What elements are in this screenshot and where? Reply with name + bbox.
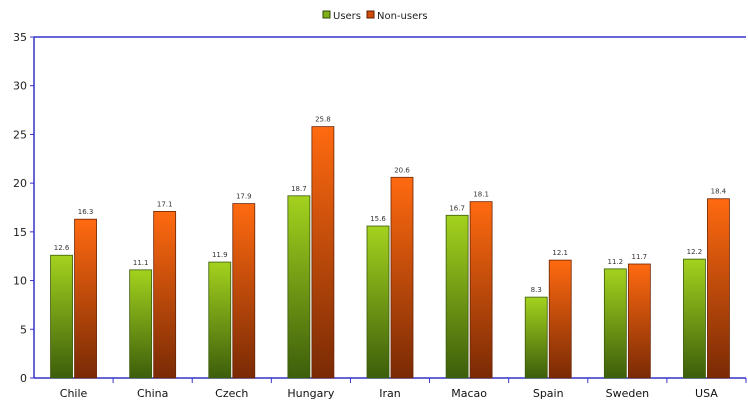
data-label: 16.3 [78,208,94,216]
axes: 0 5 10 15 20 25 30 35 Chile China Czech Hungary Iran… [13,31,747,400]
y-tick-label: 25 [13,128,27,141]
data-labels: 12.6 16.3 11.1 17.1 11.9 17.9 18.7 25.8 15.6 20.6… [54,116,727,294]
legend-label-non-users: Non-users [377,11,428,22]
legend-swatch-users [322,10,331,19]
bar-users [445,214,469,379]
bar-users [208,261,232,379]
bar-non-users [707,198,730,379]
x-tick-label: Iran [379,387,401,400]
data-label: 12.1 [552,249,568,257]
x-tick-label: Macao [451,387,487,400]
y-tick-label: 15 [13,226,27,239]
bar-non-users [627,263,651,379]
data-label: 11.2 [608,258,624,266]
bar-users [683,258,706,379]
data-label: 17.9 [236,193,252,201]
y-tick-label: 35 [13,31,27,44]
data-label: 12.6 [54,244,70,252]
bar-users [50,254,73,379]
data-label: 8.3 [531,286,542,294]
data-label: 20.6 [394,166,410,174]
x-tick-label: Czech [215,387,248,400]
y-tick-label: 5 [20,323,27,336]
bar-users [366,225,390,379]
data-label: 25.8 [315,116,331,124]
data-label: 17.1 [157,200,173,208]
x-tick-label: China [137,387,168,400]
legend-swatch-non-users [366,10,375,19]
data-label: 11.1 [133,259,149,267]
bar-non-users [74,218,97,379]
x-tick-label: Sweden [606,387,649,400]
data-label: 15.6 [370,215,386,223]
bar-non-users [548,259,572,379]
bar-non-users [232,203,256,379]
legend-label-users: Users [333,11,361,22]
data-label: 12.2 [687,248,703,256]
y-tick-label: 30 [13,80,27,93]
bar-non-users [311,126,335,379]
bar-non-users [153,210,177,379]
y-tick-label: 20 [13,177,27,190]
x-tick-label: USA [695,387,718,400]
x-tick-label: Chile [60,387,88,400]
legend: Users Non-users [322,10,428,22]
data-label: 18.4 [711,188,727,196]
bar-non-users [390,176,414,379]
bar-users [287,195,311,379]
x-tick-label: Hungary [287,387,334,400]
bar-non-users [469,201,493,379]
bar-users [603,268,627,379]
y-tick-label: 0 [20,372,27,385]
data-label: 16.7 [449,204,465,212]
bars [50,126,730,379]
bar-users [129,269,153,379]
y-tick-label: 10 [13,275,27,288]
bar-users [524,296,548,379]
x-tick-label: Spain [533,387,564,400]
data-label: 18.7 [291,185,307,193]
data-label: 18.1 [473,191,489,199]
data-label: 11.9 [212,251,228,259]
data-label: 11.7 [632,253,648,261]
